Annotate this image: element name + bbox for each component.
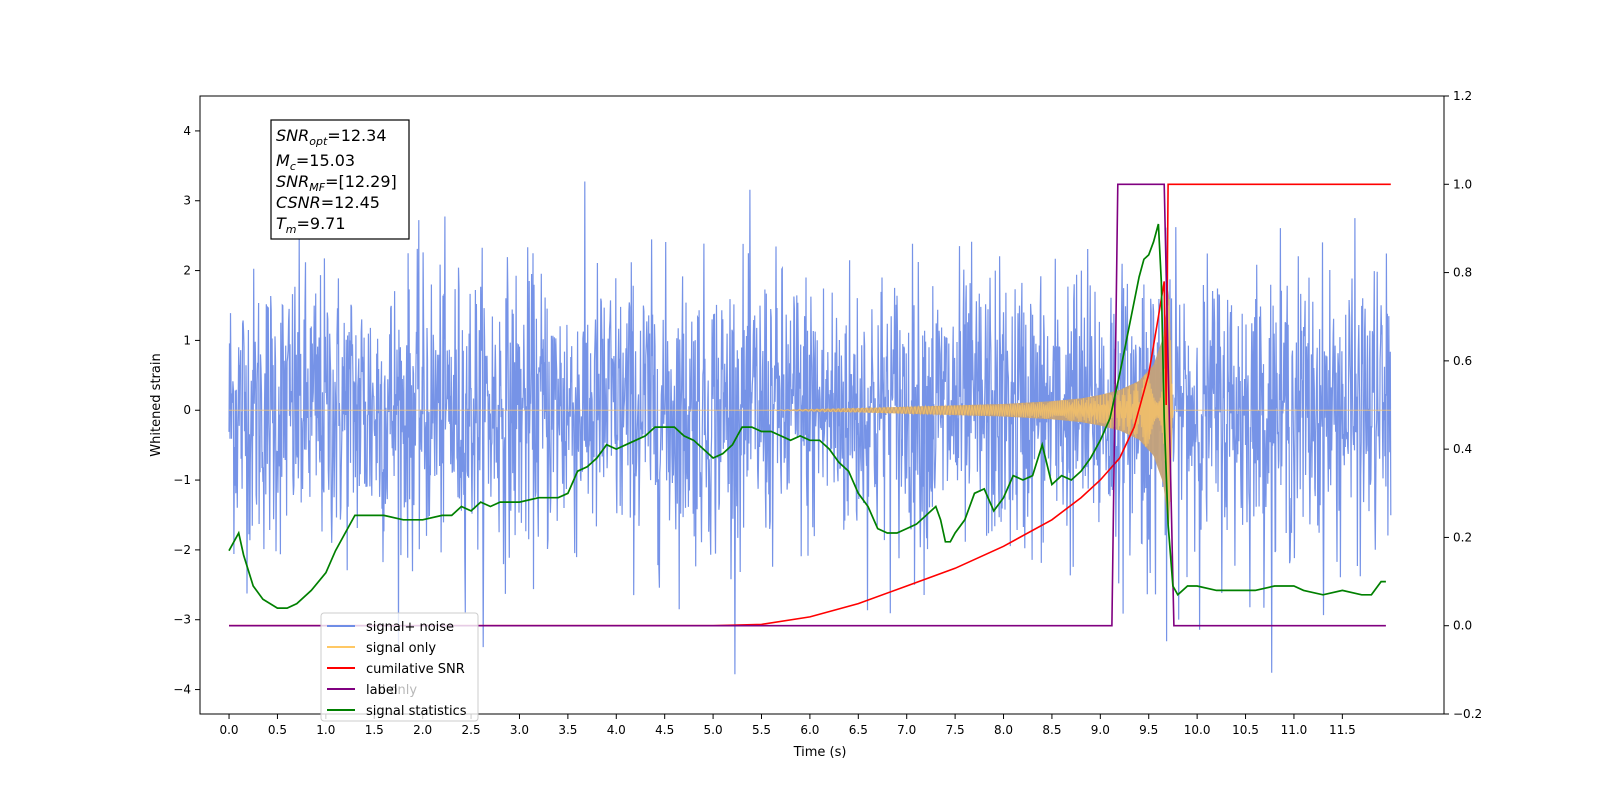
x-tick-label: 3.5 <box>558 723 577 737</box>
signal-noise-series <box>228 181 1392 675</box>
legend-label-label: label <box>366 683 397 698</box>
cumulative-snr-line <box>229 183 1391 627</box>
right-y-tick-label: 0.4 <box>1453 442 1472 456</box>
signal-only-series <box>229 290 1391 531</box>
x-tick-label: 7.5 <box>946 723 965 737</box>
x-tick-label: 2.5 <box>462 723 481 737</box>
x-tick-label: 4.5 <box>655 723 674 737</box>
x-tick-label: 10.0 <box>1184 723 1211 737</box>
x-tick-label: 0.5 <box>268 723 287 737</box>
annotation-mc: Mc=15.03 <box>276 151 355 173</box>
x-tick-label: 8.5 <box>1042 723 1061 737</box>
left-y-tick-label: 0 <box>183 403 191 417</box>
x-tick-label: 3.0 <box>510 723 529 737</box>
left-y-tick-label: 3 <box>183 194 191 208</box>
right-y-tick-label: 0.6 <box>1453 354 1472 368</box>
right-y-tick-label: −0.2 <box>1453 707 1482 721</box>
annotation-csnr: CSNR=12.45 <box>276 193 380 212</box>
label-series <box>229 183 1386 627</box>
annotation-snr-mf: SNRMF=[12.29] <box>276 172 397 194</box>
annotation-box: SNRopt=12.34 Mc=15.03 SNRMF=[12.29] CSNR… <box>270 119 410 240</box>
signal-statistics-line <box>228 223 1386 609</box>
right-y-tick-label: 0.0 <box>1453 619 1472 633</box>
legend-label-noise: signal+ noise <box>366 620 454 635</box>
x-tick-label: 11.5 <box>1329 723 1356 737</box>
left-y-tick-label: 1 <box>183 333 191 347</box>
right-y-tick-label: 1.2 <box>1453 89 1472 103</box>
legend-label-stats: signal statistics <box>366 704 467 719</box>
x-tick-label: 5.5 <box>752 723 771 737</box>
left-y-tick-label: −4 <box>173 683 191 697</box>
right-y-tick-label: 0.2 <box>1453 530 1472 544</box>
x-tick-label: 7.0 <box>897 723 916 737</box>
left-y-axis-ticks: −4 −3 −2 −1 0 1 2 3 4 <box>173 124 200 697</box>
x-axis-ticks: 0.0 0.5 1.0 1.5 2.0 2.5 3.0 3.5 4.0 4.5 5.0 5.5 6.0 6… <box>219 714 1356 737</box>
left-y-tick-label: −2 <box>173 543 191 557</box>
left-y-tick-label: −3 <box>173 613 191 627</box>
signal-noise-line <box>228 181 1392 675</box>
x-tick-label: 4.0 <box>607 723 626 737</box>
x-tick-label: 10.5 <box>1232 723 1259 737</box>
x-tick-label: 8.0 <box>994 723 1013 737</box>
right-y-tick-label: 1.0 <box>1453 177 1472 191</box>
left-y-tick-label: −1 <box>173 473 191 487</box>
left-y-tick-label: 2 <box>183 264 191 278</box>
x-tick-label: 1.0 <box>316 723 335 737</box>
x-tick-label: 0.0 <box>219 723 238 737</box>
label-line <box>229 183 1386 627</box>
annotation-snr-opt: SNRopt=12.34 <box>276 126 387 148</box>
x-tick-label: 5.0 <box>704 723 723 737</box>
legend-frame <box>320 612 479 722</box>
x-tick-label: 11.0 <box>1281 723 1308 737</box>
left-y-tick-label: 4 <box>183 124 191 138</box>
x-tick-label: 2.0 <box>413 723 432 737</box>
x-tick-label: 9.5 <box>1139 723 1158 737</box>
x-axis-label: Time (s) <box>793 745 847 760</box>
x-tick-label: 6.0 <box>800 723 819 737</box>
x-tick-label: 6.5 <box>849 723 868 737</box>
cumulative-snr-series <box>229 183 1391 627</box>
annotation-tm: Tm=9.71 <box>276 214 346 236</box>
legend: signal+ noise signal only cumilative SNR… <box>320 612 479 722</box>
right-y-axis-ticks: −0.2 0.0 0.2 0.4 0.6 0.8 1.0 1.2 <box>1444 89 1482 721</box>
signal-only-line <box>229 299 1391 526</box>
x-tick-label: 9.0 <box>1091 723 1110 737</box>
right-y-tick-label: 0.8 <box>1453 266 1472 280</box>
signal-statistics-series <box>228 223 1386 609</box>
legend-label-signal: signal only <box>366 641 436 656</box>
y-axis-label: Whitened strain <box>149 353 164 456</box>
x-tick-label: 1.5 <box>365 723 384 737</box>
legend-overlap-text: Il only <box>378 683 417 698</box>
legend-label-csnr: cumilative SNR <box>366 662 465 677</box>
plot-frame <box>199 95 1445 715</box>
